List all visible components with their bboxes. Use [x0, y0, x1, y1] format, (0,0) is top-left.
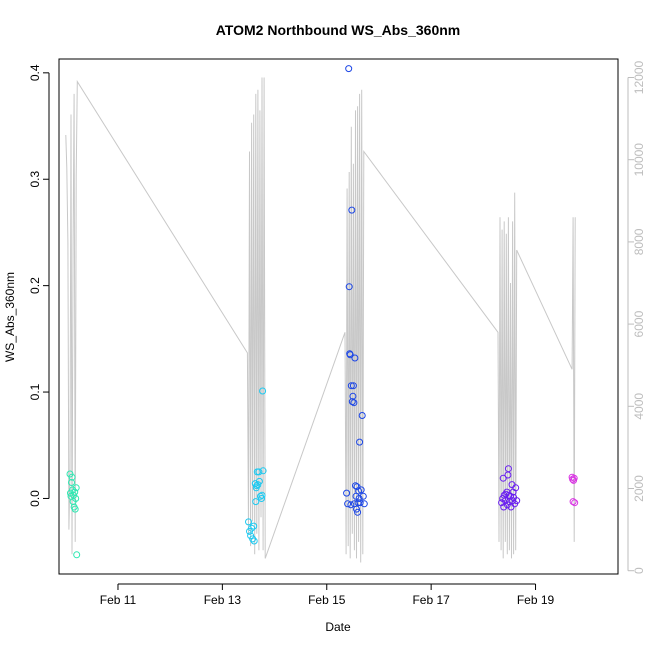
data-point — [248, 524, 256, 532]
x-tick-label: Feb 11 — [100, 593, 137, 607]
y-tick-label: 0.0 — [28, 490, 42, 507]
data-point — [346, 351, 354, 359]
data-point — [250, 537, 258, 545]
data-point — [349, 382, 357, 390]
data-point — [352, 482, 359, 490]
data-point — [250, 522, 258, 530]
data-point — [348, 398, 356, 406]
data-point — [72, 495, 80, 502]
data-point — [349, 392, 357, 400]
data-point — [259, 387, 267, 395]
data-point — [358, 412, 366, 419]
data-point — [245, 518, 252, 526]
x-tick-label: Feb 13 — [204, 593, 242, 607]
data-point — [347, 501, 355, 509]
data-point — [351, 354, 359, 362]
y2-tick-label: 6000 — [632, 310, 646, 337]
y-tick-label: 0.4 — [28, 64, 42, 81]
plot-frame — [58, 58, 619, 575]
y2-tick-label: 10000 — [632, 143, 646, 177]
data-point — [344, 500, 352, 508]
x-tick-label: Feb 19 — [517, 593, 555, 607]
data-point — [360, 500, 368, 508]
data-point — [258, 491, 266, 499]
data-point — [356, 438, 364, 446]
data-point — [259, 467, 267, 475]
data-point — [569, 498, 577, 506]
data-point — [254, 481, 262, 489]
y2-tick-label: 0 — [632, 567, 646, 574]
data-point — [73, 551, 81, 559]
data-point — [353, 505, 360, 513]
data-point — [513, 497, 521, 505]
y-axis-label: WS_Abs_360nm — [3, 272, 17, 362]
data-point — [249, 535, 257, 543]
data-point — [71, 488, 79, 496]
data-point — [343, 489, 351, 497]
data-point — [359, 492, 367, 500]
y-tick-label: 0.2 — [28, 277, 42, 294]
data-point — [356, 499, 364, 507]
data-point — [72, 484, 80, 492]
data-point — [258, 495, 265, 502]
y-tick-label: 0.1 — [28, 383, 42, 400]
data-point — [345, 65, 353, 73]
data-point — [255, 468, 263, 476]
axes-layer: Feb 11 Feb 13 Feb 15 Feb 17 Feb 19 0.0 0.1 0.2 0… — [28, 60, 646, 607]
data-point — [357, 486, 365, 494]
y2-tick-label: 12000 — [632, 60, 646, 94]
points-layer — [66, 65, 579, 559]
data-point — [252, 498, 260, 506]
secondary-series-line — [65, 77, 576, 563]
chart-title: ATOM2 Northbound WS_Abs_360nm — [216, 22, 461, 38]
y-tick-label: 0.3 — [28, 171, 42, 188]
data-point — [255, 477, 263, 485]
data-point — [348, 206, 356, 214]
y2-tick-label: 4000 — [632, 393, 646, 420]
data-point — [71, 505, 79, 513]
y2-tick-label: 2000 — [632, 475, 646, 502]
data-point — [512, 484, 520, 492]
x-axis-label: Date — [325, 620, 351, 634]
data-point — [570, 474, 578, 482]
data-point — [571, 499, 579, 507]
data-point — [347, 382, 355, 390]
x-tick-label: Feb 17 — [412, 593, 450, 607]
data-point — [345, 283, 353, 291]
data-point — [355, 495, 363, 502]
data-point — [499, 474, 507, 482]
secondary-line-layer — [65, 77, 576, 563]
data-point — [68, 479, 75, 486]
data-point — [504, 465, 512, 473]
data-point — [354, 508, 362, 516]
data-point — [68, 473, 76, 481]
x-tick-label: Feb 15 — [308, 593, 346, 607]
data-point — [569, 475, 577, 483]
data-point — [350, 399, 358, 407]
y2-tick-label: 8000 — [632, 228, 646, 255]
data-point — [500, 503, 508, 511]
